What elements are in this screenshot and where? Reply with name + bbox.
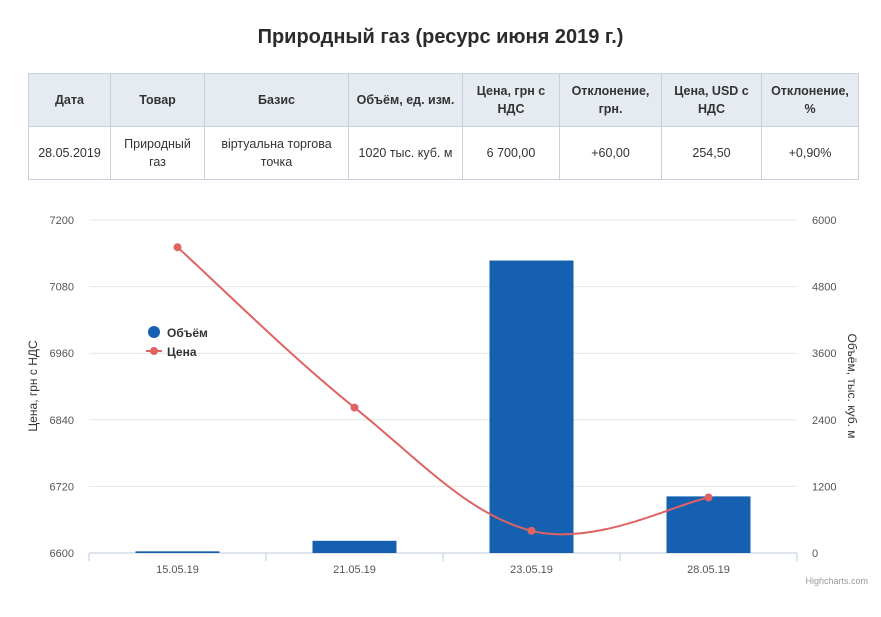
y-left-tick-label: 6840 bbox=[50, 415, 74, 427]
y-right-tick-label: 4800 bbox=[812, 282, 836, 294]
price-table: Дата Товар Базис Объём, ед. изм. Цена, г… bbox=[28, 73, 859, 180]
x-tick-label: 23.05.19 bbox=[510, 564, 553, 576]
bar-volume-21.05.19 bbox=[312, 540, 397, 553]
cell-deviation-pct: +0,90% bbox=[761, 126, 859, 180]
legend-price-marker bbox=[150, 347, 158, 355]
y-right-tick-label: 6000 bbox=[812, 215, 836, 227]
header-product: Товар bbox=[110, 73, 205, 127]
header-date: Дата bbox=[28, 73, 111, 127]
legend-volume-label: Объём bbox=[167, 326, 208, 340]
header-price-uah: Цена, грн с НДС bbox=[462, 73, 560, 127]
y-left-tick-label: 6720 bbox=[50, 481, 74, 493]
cell-price-usd: 254,50 bbox=[661, 126, 762, 180]
cell-date: 28.05.2019 bbox=[28, 126, 111, 180]
header-deviation-uah: Отклонение, грн. bbox=[559, 73, 662, 127]
table-header-row: Дата Товар Базис Объём, ед. изм. Цена, г… bbox=[28, 73, 859, 127]
legend-volume-marker bbox=[148, 326, 160, 338]
price-line bbox=[176, 246, 709, 536]
page-title: Природный газ (ресурс июня 2019 г.) bbox=[257, 26, 624, 48]
price-point-28.05.19 bbox=[704, 493, 713, 502]
y-left-axis-title: Цена, грн с НДС bbox=[26, 340, 40, 432]
bar-volume-28.05.19 bbox=[666, 496, 751, 553]
y-right-tick-label: 0 bbox=[812, 548, 818, 560]
table-row: 28.05.2019 Природный газ віртуальна торг… bbox=[28, 126, 859, 180]
y-left-tick-label: 6600 bbox=[50, 548, 74, 560]
y-right-tick-label: 1200 bbox=[812, 481, 836, 493]
y-right-tick-label: 2400 bbox=[812, 415, 836, 427]
price-point-23.05.19 bbox=[527, 526, 536, 535]
highcharts-credit[interactable]: Highcharts.com bbox=[805, 576, 868, 586]
y-right-axis-title: Объём, тыс. куб. м bbox=[845, 334, 859, 439]
y-left-tick-label: 7200 bbox=[50, 215, 74, 227]
price-point-21.05.19 bbox=[350, 403, 359, 412]
y-right-tick-label: 3600 bbox=[812, 348, 836, 360]
cell-deviation-uah: +60,00 bbox=[559, 126, 662, 180]
y-left-tick-label: 6960 bbox=[50, 348, 74, 360]
combo-chart: 7200 6000 7080 4800 6960 3600 6840 2400 6720 1200… bbox=[26, 215, 859, 576]
cell-product: Природный газ bbox=[110, 126, 205, 180]
legend-price-label: Цена bbox=[167, 345, 197, 359]
header-deviation-pct: Отклонение, % bbox=[761, 73, 859, 127]
cell-volume: 1020 тыс. куб. м bbox=[348, 126, 463, 180]
x-tick-label: 15.05.19 bbox=[156, 564, 199, 576]
cell-price-uah: 6 700,00 bbox=[462, 126, 560, 180]
x-tick-label: 21.05.19 bbox=[333, 564, 376, 576]
header-basis: Базис bbox=[204, 73, 349, 127]
bar-volume-15.05.19 bbox=[135, 551, 220, 553]
cell-basis: віртуальна торгова точка bbox=[204, 126, 349, 180]
x-tick-label: 28.05.19 bbox=[687, 564, 730, 576]
header-price-usd: Цена, USD с НДС bbox=[661, 73, 762, 127]
header-volume: Объём, ед. изм. bbox=[348, 73, 463, 127]
y-left-tick-label: 7080 bbox=[50, 282, 74, 294]
price-point-15.05.19 bbox=[173, 243, 182, 252]
bar-volume-23.05.19 bbox=[489, 260, 574, 553]
